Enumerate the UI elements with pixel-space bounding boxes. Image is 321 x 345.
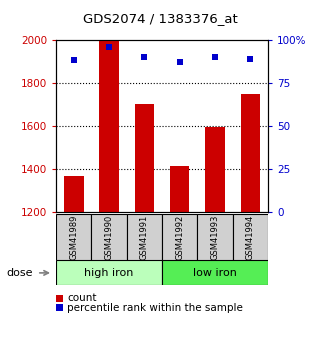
Bar bbox=[241, 93, 260, 212]
FancyBboxPatch shape bbox=[162, 214, 197, 260]
Point bbox=[107, 44, 112, 49]
FancyBboxPatch shape bbox=[56, 260, 162, 285]
Text: GSM41993: GSM41993 bbox=[211, 215, 220, 260]
FancyBboxPatch shape bbox=[162, 260, 268, 285]
Bar bbox=[100, 40, 119, 212]
Text: high iron: high iron bbox=[84, 268, 134, 278]
Text: GSM41994: GSM41994 bbox=[246, 215, 255, 260]
FancyBboxPatch shape bbox=[91, 214, 127, 260]
Text: GSM41989: GSM41989 bbox=[69, 215, 78, 260]
Text: dose: dose bbox=[6, 268, 33, 278]
FancyBboxPatch shape bbox=[56, 214, 91, 260]
Point bbox=[142, 54, 147, 60]
Text: GSM41992: GSM41992 bbox=[175, 215, 184, 260]
Text: GSM41991: GSM41991 bbox=[140, 215, 149, 260]
Bar bbox=[64, 176, 83, 212]
FancyBboxPatch shape bbox=[197, 214, 233, 260]
Text: GSM41990: GSM41990 bbox=[105, 215, 114, 260]
Bar bbox=[205, 127, 225, 212]
Text: percentile rank within the sample: percentile rank within the sample bbox=[67, 303, 243, 313]
Bar bbox=[135, 104, 154, 212]
Point bbox=[177, 59, 182, 65]
Text: count: count bbox=[67, 293, 97, 303]
Text: low iron: low iron bbox=[193, 268, 237, 278]
Point bbox=[248, 56, 253, 61]
Point bbox=[71, 58, 76, 63]
FancyBboxPatch shape bbox=[127, 214, 162, 260]
Point bbox=[213, 54, 218, 60]
FancyBboxPatch shape bbox=[233, 214, 268, 260]
Bar bbox=[170, 166, 189, 212]
Text: GDS2074 / 1383376_at: GDS2074 / 1383376_at bbox=[83, 12, 238, 25]
